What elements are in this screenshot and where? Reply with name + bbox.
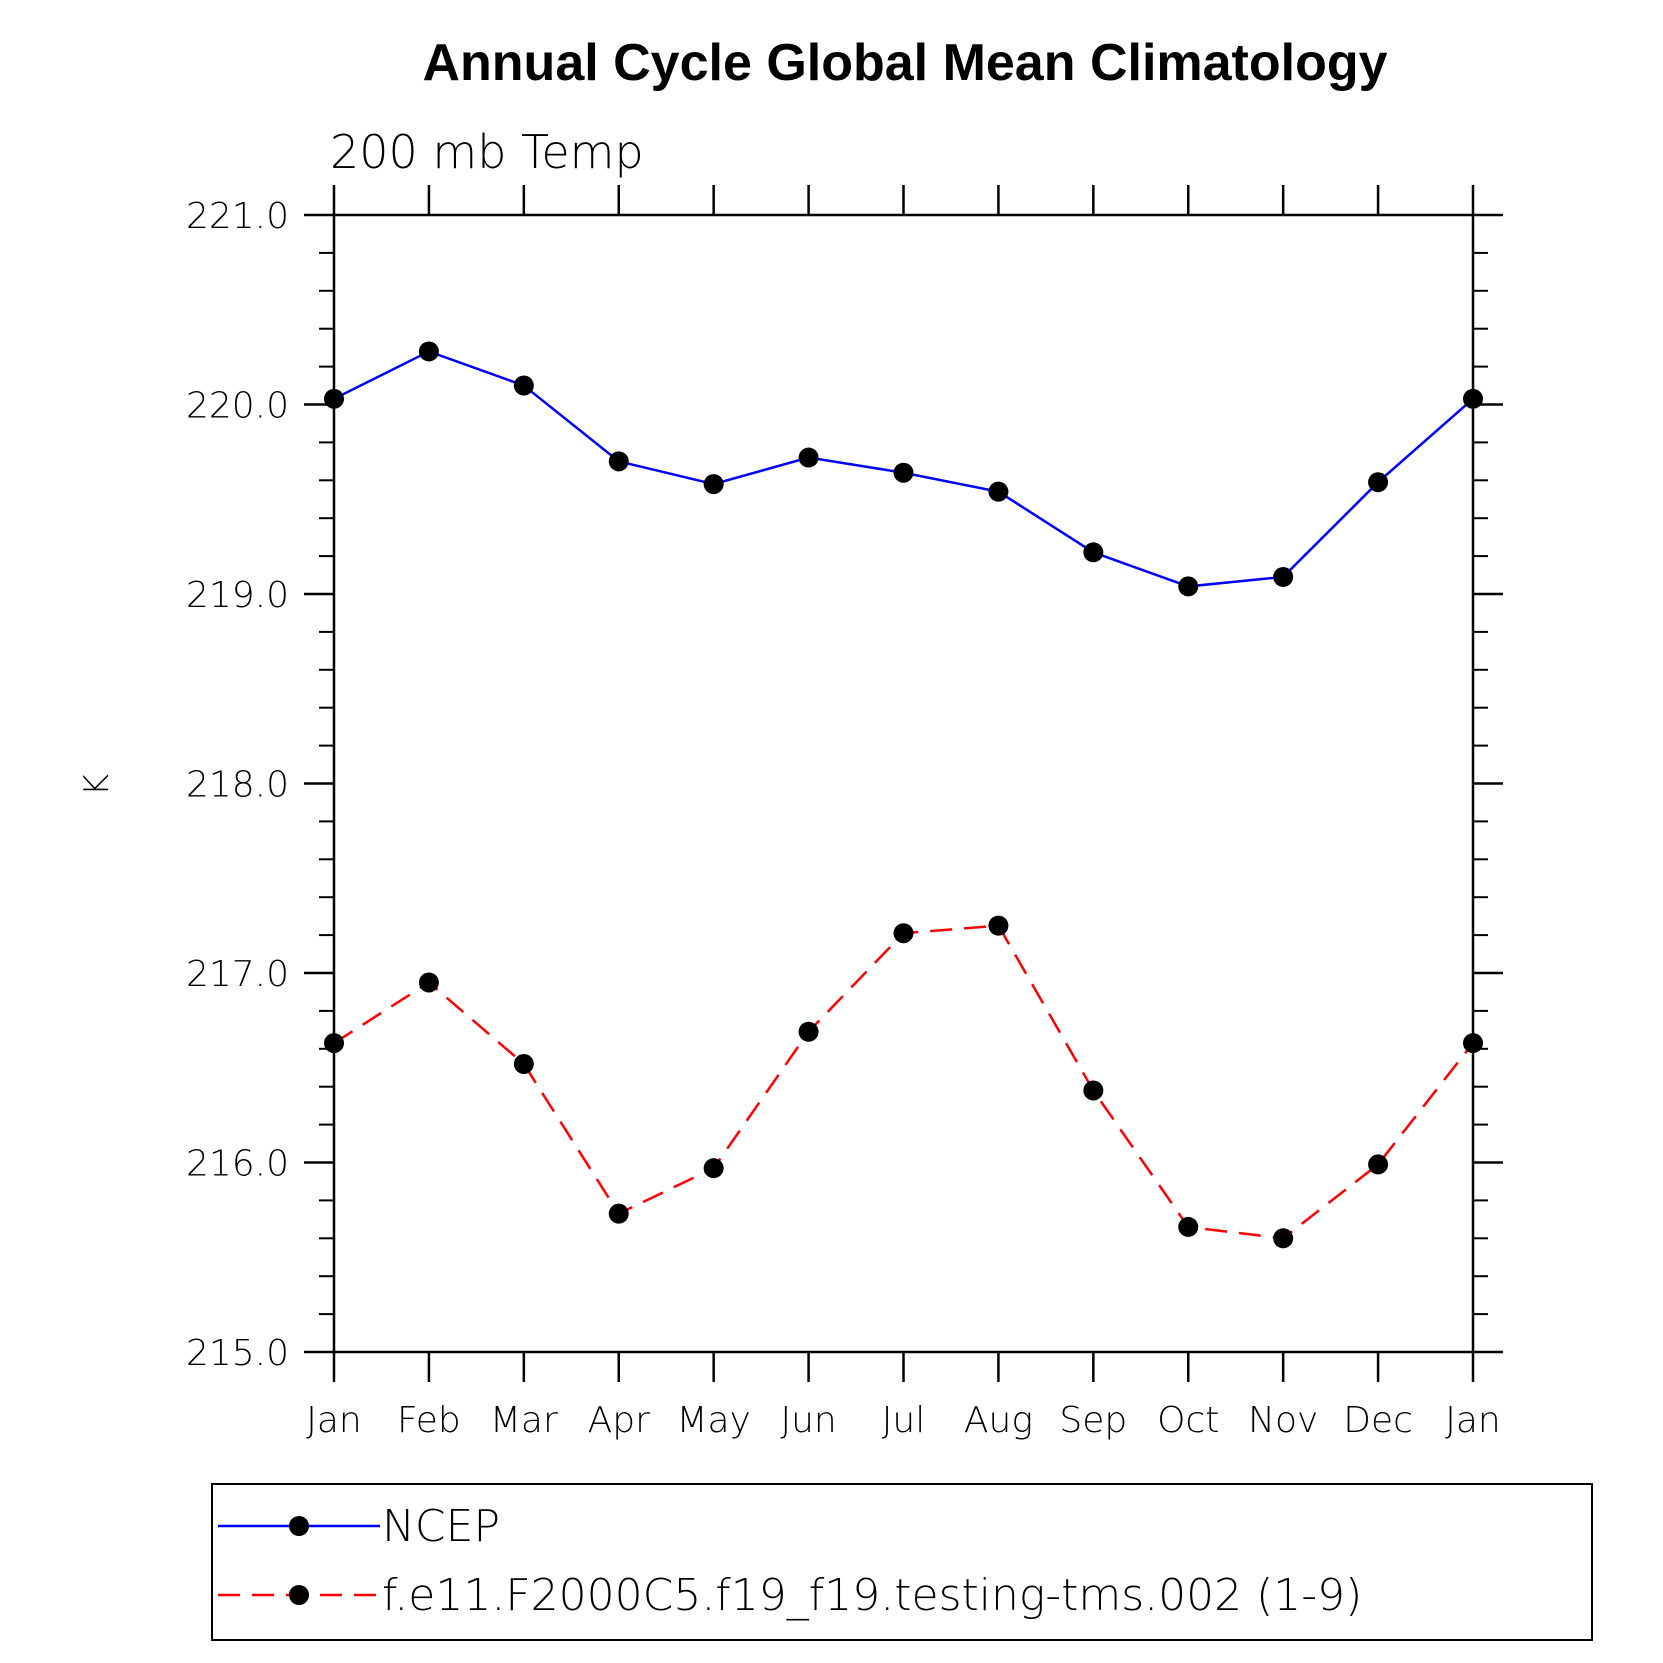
x-tick-label: Jan — [306, 1400, 362, 1441]
data-point — [608, 1203, 629, 1224]
data-point — [418, 341, 439, 362]
plot-frame — [332, 213, 1475, 1354]
chart-subtitle: 200 mb Temp — [330, 125, 644, 179]
data-point — [703, 1158, 724, 1179]
x-tick-label: Nov — [1248, 1400, 1318, 1441]
data-point — [1178, 1216, 1199, 1237]
data-point — [418, 972, 439, 993]
x-tick-label: Aug — [964, 1400, 1033, 1441]
data-point — [798, 1021, 819, 1042]
y-tick-label: 219.0 — [186, 575, 289, 616]
data-point — [893, 923, 914, 944]
data-point — [1083, 542, 1104, 563]
data-point — [608, 451, 629, 472]
series-1 — [324, 915, 1483, 1249]
data-point — [513, 375, 534, 396]
data-point — [988, 481, 1009, 502]
y-tick-label: 220.0 — [186, 386, 289, 427]
data-point — [1463, 1033, 1483, 1054]
x-tick-label: Jan — [1445, 1400, 1501, 1441]
series-0 — [324, 341, 1483, 597]
data-point — [1368, 472, 1389, 493]
legend-box — [211, 1483, 1593, 1641]
x-tick-label: Jul — [882, 1400, 925, 1441]
x-tick-label: Dec — [1343, 1400, 1413, 1441]
x-tick-label: Feb — [397, 1400, 461, 1441]
y-tick-label: 216.0 — [186, 1144, 289, 1185]
y-tick-label: 218.0 — [186, 765, 289, 806]
x-tick-label: Jun — [780, 1400, 836, 1441]
data-point — [1463, 388, 1483, 409]
x-tick-label: Sep — [1059, 1400, 1127, 1441]
data-point — [1273, 1228, 1294, 1249]
x-tick-labels: Jan Feb Mar Apr May Jun Jul Aug Sep Oct Nov Dec Jan — [306, 1400, 1501, 1441]
data-point — [798, 447, 819, 468]
data-point — [1368, 1154, 1389, 1175]
axis-ticks — [304, 185, 1503, 1382]
x-tick-label: Mar — [490, 1400, 558, 1441]
legend-label-model: f.e11.F2000C5.f19_f19.testing-tms.002 (1… — [382, 1570, 1362, 1621]
x-tick-label: Oct — [1157, 1400, 1219, 1441]
legend-label-ncep: NCEP — [382, 1501, 500, 1552]
series-line — [333, 924, 1474, 1240]
x-tick-label: Apr — [588, 1400, 650, 1441]
series-layer — [324, 341, 1483, 1249]
data-point — [1273, 566, 1294, 587]
data-point — [1178, 576, 1199, 597]
data-point — [324, 388, 344, 409]
legend-marker-ncep — [289, 1516, 309, 1536]
x-tick-label: May — [676, 1400, 750, 1441]
data-point — [893, 462, 914, 483]
legend-marker-model — [289, 1585, 309, 1605]
data-point — [1083, 1080, 1104, 1101]
data-point — [513, 1053, 534, 1074]
y-tick-label: 215.0 — [186, 1333, 289, 1374]
y-axis-label: K — [77, 774, 117, 796]
y-tick-label: 221.0 — [186, 196, 289, 237]
data-point — [324, 1033, 344, 1054]
y-tick-labels: 215.0 216.0 217.0 218.0 219.0 220.0 221.0 — [186, 196, 289, 1374]
chart-title: Annual Cycle Global Mean Climatology — [422, 34, 1387, 92]
data-point — [703, 474, 724, 495]
y-tick-label: 217.0 — [186, 954, 289, 995]
data-point — [988, 915, 1009, 936]
